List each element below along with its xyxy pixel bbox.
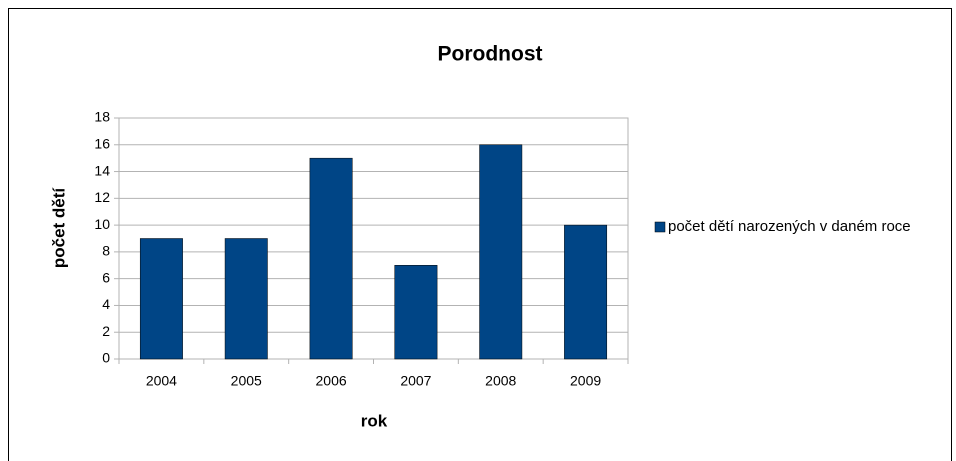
legend-swatch [654,221,666,233]
x-tick-label: 2004 [146,373,177,389]
y-tick-label: 8 [102,243,110,259]
bar [309,157,353,360]
y-tick-label: 6 [102,269,110,285]
y-tick-label: 4 [102,296,110,312]
x-tick-label: 2009 [570,373,601,389]
x-tick-label: 2008 [485,373,516,389]
y-tick-label: 10 [94,216,110,232]
x-tick-label: 2006 [316,373,347,389]
chart-title: Porodnost [438,43,543,66]
x-tick-label: 2005 [231,373,262,389]
bar [479,144,523,360]
bar [564,224,608,360]
legend-label: počet dětí narozených v daném roce [668,218,911,235]
y-tick-label: 2 [102,323,110,339]
y-tick-label: 12 [94,189,110,205]
y-tick-label: 18 [94,109,110,125]
bar [139,238,183,360]
x-axis-label: rok [361,411,388,430]
x-tick-label: 2007 [400,373,431,389]
plot-border [118,117,629,360]
chart-border [8,8,952,461]
bar [224,238,268,360]
y-tick-label: 0 [102,350,110,366]
y-axis-label: počet dětí [49,187,68,269]
bar [394,265,438,360]
y-tick-label: 16 [94,135,110,151]
y-tick-label: 14 [94,162,110,178]
